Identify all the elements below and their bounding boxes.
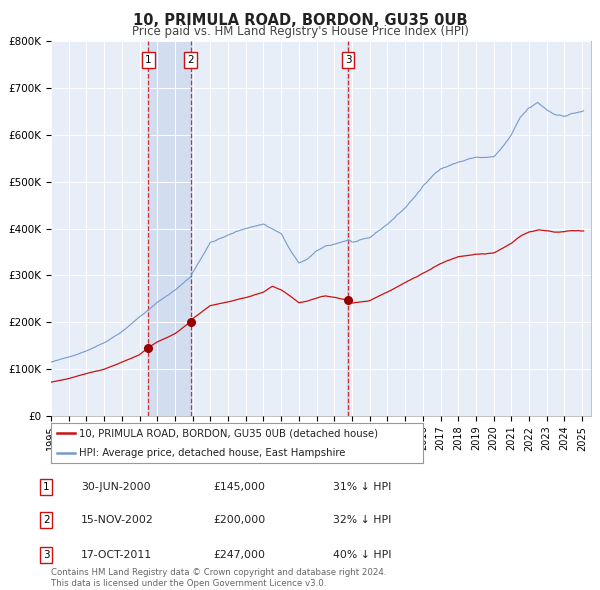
Text: 1: 1 — [43, 482, 50, 491]
Text: £145,000: £145,000 — [213, 482, 265, 491]
Text: 31% ↓ HPI: 31% ↓ HPI — [333, 482, 391, 491]
Text: 40% ↓ HPI: 40% ↓ HPI — [333, 550, 392, 559]
Text: £200,000: £200,000 — [213, 516, 265, 525]
Text: 17-OCT-2011: 17-OCT-2011 — [81, 550, 152, 559]
Bar — [148, 41, 191, 416]
Bar — [347, 41, 349, 416]
Text: 3: 3 — [43, 550, 50, 559]
Text: HPI: Average price, detached house, East Hampshire: HPI: Average price, detached house, East… — [79, 448, 345, 458]
Text: Contains HM Land Registry data © Crown copyright and database right 2024.
This d: Contains HM Land Registry data © Crown c… — [51, 568, 386, 588]
Text: Price paid vs. HM Land Registry's House Price Index (HPI): Price paid vs. HM Land Registry's House … — [131, 25, 469, 38]
Text: £247,000: £247,000 — [213, 550, 265, 559]
Text: 30-JUN-2000: 30-JUN-2000 — [81, 482, 151, 491]
Text: 32% ↓ HPI: 32% ↓ HPI — [333, 516, 391, 525]
Text: 1: 1 — [145, 55, 152, 65]
Text: 10, PRIMULA ROAD, BORDON, GU35 0UB (detached house): 10, PRIMULA ROAD, BORDON, GU35 0UB (deta… — [79, 428, 378, 438]
Text: 10, PRIMULA ROAD, BORDON, GU35 0UB: 10, PRIMULA ROAD, BORDON, GU35 0UB — [133, 13, 467, 28]
Text: 3: 3 — [345, 55, 352, 65]
Text: 2: 2 — [43, 516, 50, 525]
Text: 2: 2 — [187, 55, 194, 65]
Text: 15-NOV-2002: 15-NOV-2002 — [81, 516, 154, 525]
